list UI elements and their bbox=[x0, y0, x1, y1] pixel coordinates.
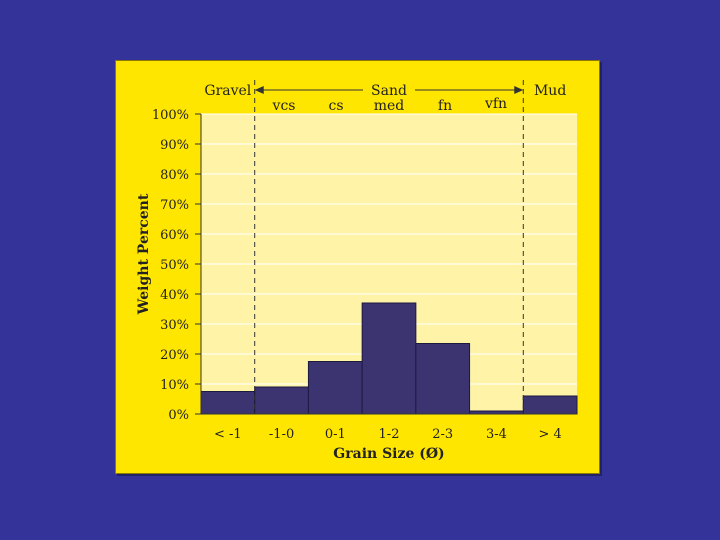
y-tick-label: 30% bbox=[160, 318, 189, 333]
x-axis-title: Grain Size (Ø) bbox=[333, 446, 444, 462]
y-tick-label: 0% bbox=[168, 408, 189, 423]
x-tick-label: 2-3 bbox=[432, 427, 453, 442]
sand-cs-label: cs bbox=[328, 98, 343, 114]
x-tick-label: 3-4 bbox=[486, 427, 507, 442]
bar-2-3 bbox=[415, 343, 471, 415]
y-tick-label: 90% bbox=[160, 138, 189, 153]
y-tick-label: 100% bbox=[152, 108, 189, 123]
sand-fn-label: fn bbox=[438, 98, 452, 114]
x-tick-label: 1-2 bbox=[379, 427, 400, 442]
y-tick-label: 10% bbox=[160, 378, 189, 393]
sand-vfn-label: vfn bbox=[484, 96, 507, 112]
bar-1-2 bbox=[361, 302, 417, 415]
bar-> 4 bbox=[522, 395, 578, 415]
x-tick-label: > 4 bbox=[538, 427, 561, 442]
bar-< -1 bbox=[200, 391, 256, 415]
y-tick-label: 60% bbox=[160, 228, 189, 243]
sand-med-label: med bbox=[374, 98, 405, 114]
x-tick-label: < -1 bbox=[214, 427, 242, 442]
x-tick-label: 0-1 bbox=[325, 427, 346, 442]
sand-vcs-label: vcs bbox=[272, 98, 296, 114]
y-axis-title: Weight Percent bbox=[136, 193, 152, 315]
y-tick-label: 40% bbox=[160, 288, 189, 303]
y-tick-label: 80% bbox=[160, 168, 189, 183]
y-tick-label: 20% bbox=[160, 348, 189, 363]
x-tick-label: -1-0 bbox=[269, 427, 294, 442]
bar--1-0 bbox=[254, 386, 309, 415]
sand-arrow-right-icon bbox=[514, 86, 524, 94]
y-tick-label: 70% bbox=[160, 198, 189, 213]
sand-label: Sand bbox=[371, 83, 407, 99]
sand-arrow-left-icon bbox=[254, 86, 264, 94]
gravel-label: Gravel bbox=[204, 83, 251, 99]
y-tick-label: 50% bbox=[160, 258, 189, 273]
mud-label: Mud bbox=[534, 83, 566, 99]
bar-0-1 bbox=[307, 361, 363, 415]
